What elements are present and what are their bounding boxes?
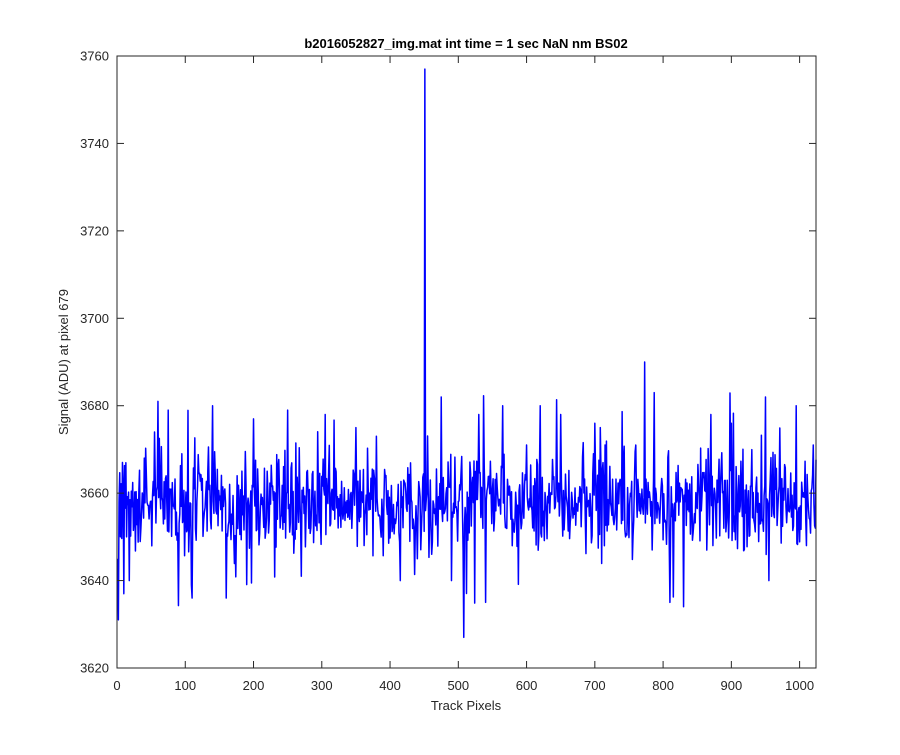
x-tick-label: 300 (311, 678, 333, 693)
x-tick-label: 400 (379, 678, 401, 693)
y-tick-label: 3720 (80, 223, 109, 238)
y-tick-label: 3660 (80, 486, 109, 501)
x-tick-label: 100 (174, 678, 196, 693)
x-tick-label: 0 (113, 678, 120, 693)
x-tick-label: 900 (721, 678, 743, 693)
chart-title: b2016052827_img.mat int time = 1 sec NaN… (304, 36, 627, 51)
x-tick-label: 500 (447, 678, 469, 693)
x-tick-label: 600 (516, 678, 538, 693)
y-tick-label: 3620 (80, 661, 109, 676)
x-tick-label: 700 (584, 678, 606, 693)
y-tick-label: 3680 (80, 398, 109, 413)
x-tick-label: 1000 (785, 678, 814, 693)
x-tick-label: 200 (243, 678, 265, 693)
plot-content (116, 68, 817, 639)
axes: 0 100 200 300 400 500 600 700 800 900 1000 3620 3640… (80, 49, 817, 693)
x-axis-label: Track Pixels (431, 698, 502, 713)
axes-box (116, 55, 817, 669)
y-tick-label: 3760 (80, 49, 109, 64)
y-tick-label: 3640 (80, 573, 109, 588)
y-axis-label: Signal (ADU) at pixel 679 (56, 289, 71, 435)
y-tick-label: 3700 (80, 311, 109, 326)
series-line (116, 68, 817, 639)
y-tick-label: 3740 (80, 136, 109, 151)
x-tick-label: 800 (652, 678, 674, 693)
